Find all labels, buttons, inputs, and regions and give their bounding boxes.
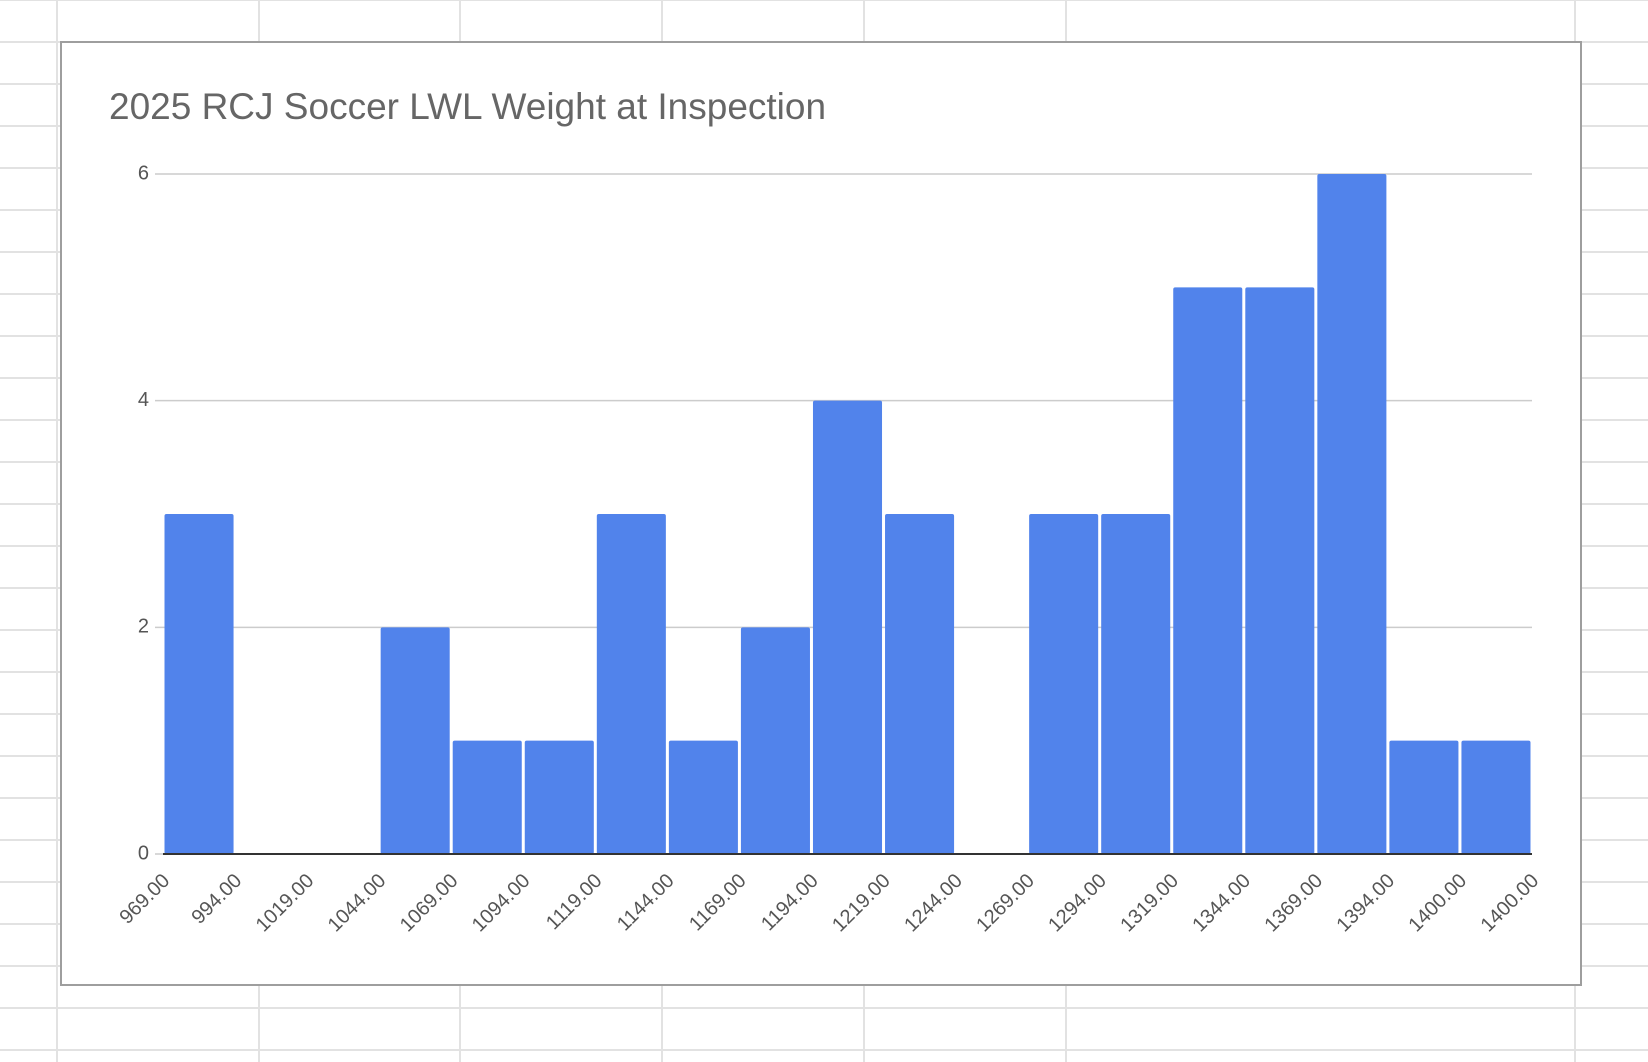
chart-title: 2025 RCJ Soccer LWL Weight at Inspection [109, 86, 826, 127]
bar [1317, 174, 1387, 854]
y-tick-label: 4 [138, 389, 149, 411]
bar [164, 514, 234, 854]
bar [885, 514, 955, 854]
y-tick-label: 2 [138, 616, 149, 638]
bar [668, 740, 738, 854]
bar [596, 514, 666, 854]
y-tick-label: 6 [138, 162, 149, 184]
bar [1245, 287, 1315, 854]
bar [1101, 514, 1171, 854]
bar [1389, 740, 1459, 854]
y-tick-label: 0 [138, 842, 149, 864]
bar [452, 740, 522, 854]
bar [1461, 740, 1531, 854]
bar [740, 627, 810, 854]
bar [1173, 287, 1243, 854]
bar [380, 627, 450, 854]
bar [524, 740, 594, 854]
bar [1029, 514, 1099, 854]
bar [812, 400, 883, 854]
